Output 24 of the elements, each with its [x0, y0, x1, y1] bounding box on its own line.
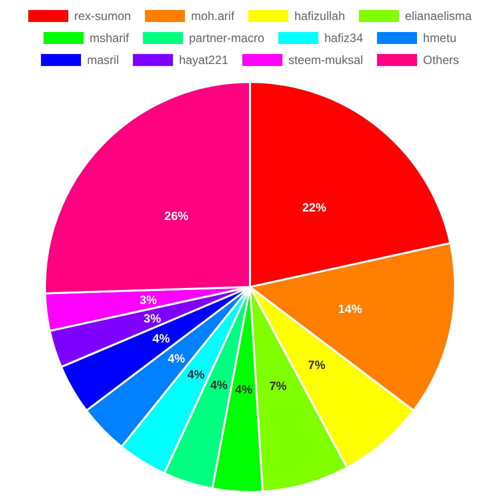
- data-label: 7%: [308, 358, 326, 372]
- data-label: 7%: [269, 378, 288, 393]
- data-label: 4%: [187, 367, 206, 382]
- data-label: 3%: [140, 292, 158, 307]
- legend-label: hayat221: [178, 53, 229, 67]
- legend-label: msharif: [90, 31, 130, 45]
- data-label: 4%: [210, 378, 228, 392]
- legend-label: hmetu: [423, 31, 456, 45]
- legend-label: partner-macro: [188, 31, 265, 45]
- data-label: 26%: [164, 208, 189, 223]
- legend-label: moh.arif: [190, 9, 235, 23]
- legend-label: Others: [423, 53, 460, 67]
- data-label: 4%: [152, 331, 170, 346]
- legend-label: elianaelisma: [405, 9, 472, 23]
- legend-label: hafizullah: [294, 9, 346, 23]
- data-label: 4%: [168, 352, 186, 366]
- legend-label: hafiz34: [324, 31, 364, 45]
- data-label: 14%: [338, 302, 362, 316]
- data-label: 4%: [235, 382, 253, 397]
- legend-label: steem-muksal: [288, 53, 364, 67]
- legend-label: rex-sumon: [74, 9, 131, 23]
- data-label: 3%: [144, 311, 162, 326]
- data-label: 22%: [302, 200, 327, 214]
- legend-label: masril: [86, 53, 119, 67]
